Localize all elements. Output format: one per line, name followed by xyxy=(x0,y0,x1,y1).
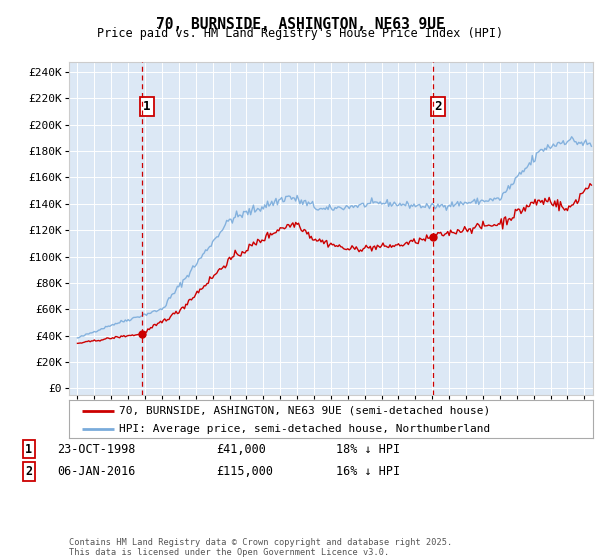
Text: 70, BURNSIDE, ASHINGTON, NE63 9UE (semi-detached house): 70, BURNSIDE, ASHINGTON, NE63 9UE (semi-… xyxy=(119,406,490,416)
Text: 1: 1 xyxy=(143,100,151,113)
Text: 70, BURNSIDE, ASHINGTON, NE63 9UE: 70, BURNSIDE, ASHINGTON, NE63 9UE xyxy=(155,17,445,32)
Text: HPI: Average price, semi-detached house, Northumberland: HPI: Average price, semi-detached house,… xyxy=(119,423,490,433)
Text: £115,000: £115,000 xyxy=(216,465,273,478)
Text: Price paid vs. HM Land Registry's House Price Index (HPI): Price paid vs. HM Land Registry's House … xyxy=(97,27,503,40)
Text: 16% ↓ HPI: 16% ↓ HPI xyxy=(336,465,400,478)
Text: Contains HM Land Registry data © Crown copyright and database right 2025.
This d: Contains HM Land Registry data © Crown c… xyxy=(69,538,452,557)
Text: 1: 1 xyxy=(25,442,32,456)
Text: 2: 2 xyxy=(434,100,442,113)
Text: 18% ↓ HPI: 18% ↓ HPI xyxy=(336,442,400,456)
Text: 06-JAN-2016: 06-JAN-2016 xyxy=(57,465,136,478)
Text: 2: 2 xyxy=(25,465,32,478)
Text: £41,000: £41,000 xyxy=(216,442,266,456)
Text: 23-OCT-1998: 23-OCT-1998 xyxy=(57,442,136,456)
